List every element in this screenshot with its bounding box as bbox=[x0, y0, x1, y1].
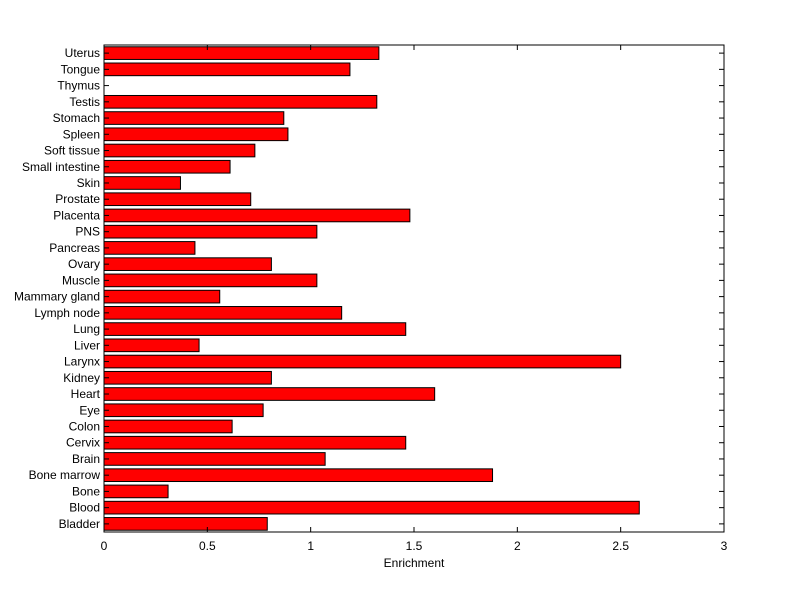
bar-lymph-node bbox=[103, 306, 343, 320]
bar-brain bbox=[103, 452, 326, 466]
bar-testis bbox=[103, 94, 378, 109]
bar-mammary-gland bbox=[103, 289, 221, 304]
x-tick-label: 1 bbox=[307, 539, 314, 553]
bar-eye bbox=[103, 403, 264, 418]
bar-uterus bbox=[103, 46, 380, 60]
bar-colon bbox=[103, 419, 233, 434]
y-tick-label: Lymph node bbox=[34, 306, 100, 320]
bar-muscle bbox=[103, 273, 318, 288]
bar-prostate bbox=[103, 192, 252, 207]
bar-pancreas bbox=[103, 241, 196, 255]
bar-ovary bbox=[103, 257, 272, 271]
y-tick-label: Testis bbox=[69, 95, 100, 109]
y-tick-label: Bladder bbox=[59, 517, 100, 531]
y-tick-label: Thymus bbox=[57, 79, 100, 93]
bar-tongue bbox=[103, 62, 351, 77]
y-tick-label: Bone bbox=[72, 484, 100, 498]
y-tick-label: Placenta bbox=[53, 208, 100, 222]
x-axis-label: Enrichment bbox=[384, 556, 445, 570]
y-tick-label: Muscle bbox=[62, 273, 100, 287]
bar-stomach bbox=[103, 111, 285, 125]
y-tick-label: Small intestine bbox=[22, 160, 100, 174]
y-tick-label: Lung bbox=[73, 322, 100, 336]
y-tick-label: Soft tissue bbox=[44, 144, 100, 158]
y-tick-label: Kidney bbox=[63, 371, 100, 385]
y-tick-label: Spleen bbox=[63, 127, 100, 141]
x-tick-label: 3 bbox=[721, 539, 728, 553]
y-tick-label: Prostate bbox=[55, 192, 100, 206]
x-axis-ticks: 0 0.5 1 1.5 2 2.5 3 bbox=[101, 45, 728, 553]
y-tick-label: Uterus bbox=[65, 46, 100, 60]
y-tick-label: PNS bbox=[75, 225, 100, 239]
y-tick-label: Blood bbox=[69, 501, 100, 515]
bar-pns bbox=[103, 224, 318, 239]
y-tick-label: Stomach bbox=[53, 111, 100, 125]
bar-soft-tissue bbox=[103, 143, 256, 158]
bar-larynx bbox=[103, 354, 622, 369]
bar-cervix bbox=[103, 435, 407, 450]
y-tick-label: Skin bbox=[77, 176, 100, 190]
bar-lung bbox=[103, 322, 407, 336]
x-tick-label: 0 bbox=[101, 539, 108, 553]
y-tick-label: Colon bbox=[69, 419, 100, 433]
y-tick-label: Brain bbox=[72, 452, 100, 466]
bar-spleen bbox=[103, 127, 289, 142]
y-tick-label: Heart bbox=[71, 387, 101, 401]
y-tick-label: Bone marrow bbox=[29, 468, 101, 482]
bar-liver bbox=[103, 338, 200, 353]
y-axis-ticks: Bladder Blood Bone Bone marrow Brain Cervix Co… bbox=[14, 46, 724, 531]
y-tick-label: Eye bbox=[79, 403, 100, 417]
bar-small-intestine bbox=[103, 159, 231, 174]
x-tick-label: 0.5 bbox=[199, 539, 216, 553]
bar-heart bbox=[103, 387, 436, 401]
y-tick-label: Mammary gland bbox=[14, 290, 100, 304]
bars-group bbox=[103, 46, 640, 531]
bar-kidney bbox=[103, 370, 272, 385]
bar-bladder bbox=[103, 517, 268, 531]
y-tick-label: Tongue bbox=[61, 62, 101, 76]
y-tick-label: Pancreas bbox=[49, 241, 100, 255]
bar-blood bbox=[103, 500, 640, 515]
bar-bone bbox=[103, 484, 169, 499]
y-tick-label: Cervix bbox=[66, 436, 100, 450]
y-tick-label: Liver bbox=[74, 338, 100, 352]
x-tick-label: 2 bbox=[514, 539, 521, 553]
bar-skin bbox=[103, 176, 181, 190]
x-tick-label: 2.5 bbox=[612, 539, 629, 553]
bar-placenta bbox=[103, 208, 411, 223]
y-tick-label: Larynx bbox=[64, 355, 100, 369]
x-tick-label: 1.5 bbox=[406, 539, 423, 553]
y-tick-label: Ovary bbox=[68, 257, 100, 271]
bar-bone-marrow bbox=[103, 468, 494, 483]
